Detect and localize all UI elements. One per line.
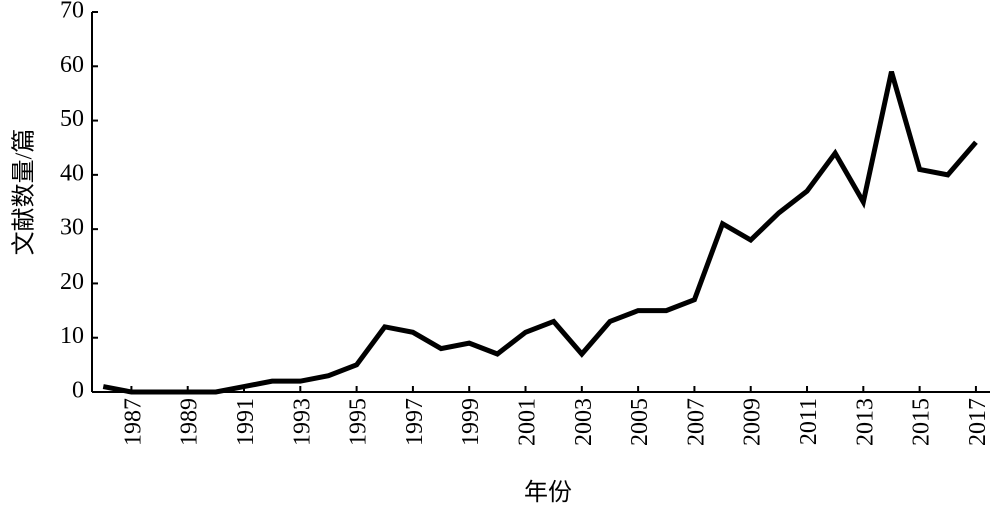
y-tick-label: 60 <box>60 52 84 78</box>
y-tick-label: 10 <box>60 323 84 349</box>
x-tick-label: 1993 <box>289 398 315 446</box>
x-tick-label: 1997 <box>402 398 428 446</box>
data-line <box>102 71 978 395</box>
x-tick-label: 2005 <box>627 398 653 446</box>
x-axis-label: 年份 <box>524 479 572 506</box>
x-tick-label: 1995 <box>346 398 372 446</box>
y-tick-label: 40 <box>60 160 84 186</box>
y-tick-label: 50 <box>60 106 84 132</box>
x-tick-label: 1999 <box>458 398 484 446</box>
y-tick-label: 20 <box>60 269 84 295</box>
x-tick-label: 1991 <box>233 398 259 446</box>
x-tick-label: 2011 <box>796 398 822 445</box>
x-tick-label: 2013 <box>852 398 878 446</box>
x-tick-label: 1987 <box>120 398 146 446</box>
x-tick-label: 2003 <box>571 398 597 446</box>
x-tick-label: 2017 <box>965 398 991 446</box>
y-axis-label: 文献数量/篇 <box>11 129 38 256</box>
x-tick-label: 2009 <box>740 398 766 446</box>
x-tick-label: 2001 <box>515 398 541 446</box>
y-tick-label: 0 <box>72 378 84 404</box>
y-tick-label: 70 <box>60 0 84 24</box>
x-tick-label: 2007 <box>683 398 709 446</box>
x-tick-label: 1989 <box>177 398 203 446</box>
y-tick-label: 30 <box>60 215 84 241</box>
x-tick-label: 2015 <box>909 398 935 446</box>
